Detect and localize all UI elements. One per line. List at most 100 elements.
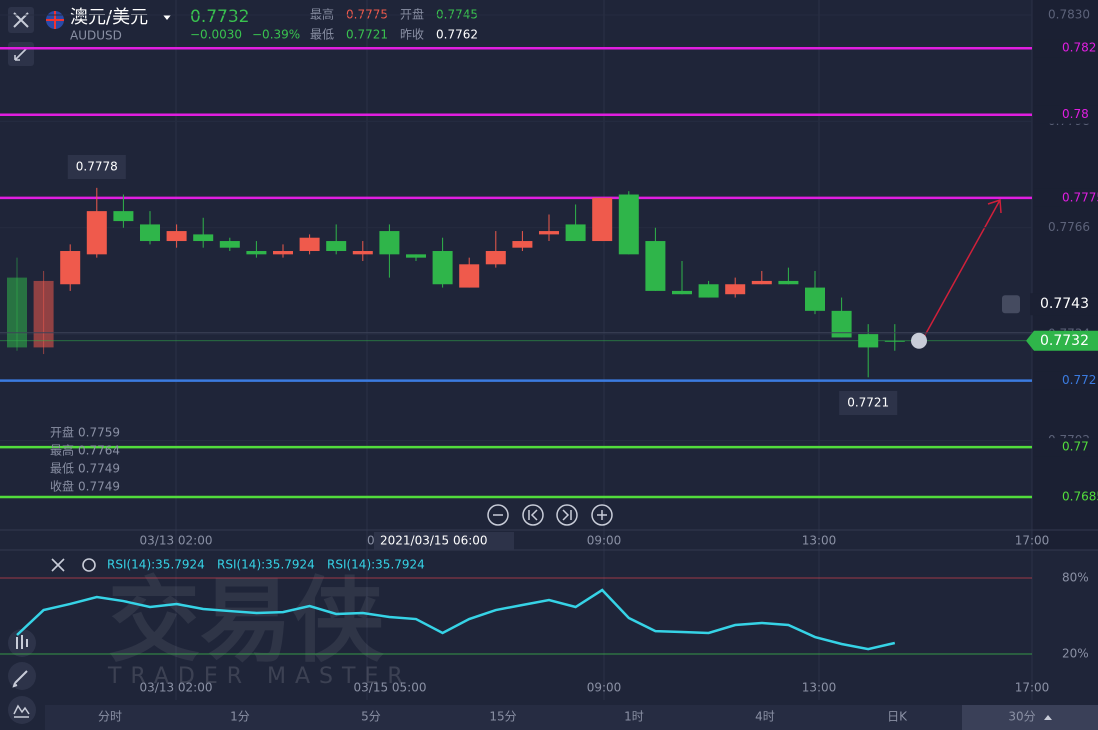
tab[interactable]: 分时 [98, 710, 122, 724]
rsi-close[interactable] [51, 558, 65, 572]
candle-body [113, 211, 134, 222]
low-tag: 0.7721 [847, 396, 889, 410]
crosshair-label: 最低 [50, 462, 74, 476]
tab[interactable]: 5分 [361, 710, 381, 724]
y-tick-label: 80% [1062, 571, 1089, 585]
candle-body [698, 284, 719, 298]
candle-body [86, 211, 107, 255]
crosshair-value: 0.7749 [78, 462, 120, 476]
step-forward[interactable] [556, 504, 578, 526]
level-label: 0.77 [1062, 440, 1089, 454]
candle-body [512, 241, 533, 248]
candle-body [485, 251, 506, 265]
tab-bar [45, 705, 1098, 730]
rsi-line [16, 588, 896, 651]
stat-label: 昨收 [400, 28, 424, 42]
candle-body [592, 197, 613, 242]
tab[interactable]: 15分 [489, 710, 516, 724]
tab-selected-bg [962, 705, 1098, 730]
candle-body [432, 251, 453, 285]
level-label: 0.7685 [1062, 490, 1098, 504]
watermark: 交易侠 [108, 567, 385, 674]
crosshair-value: 0.7749 [78, 480, 120, 494]
y-tick-label: 0.7830 [1048, 8, 1090, 22]
price: 0.7732 [190, 7, 249, 27]
alert-tag-bg [1030, 293, 1098, 316]
x-tick-label: 03/13 02:00 [140, 534, 213, 548]
candle-body [725, 284, 746, 295]
expand-icon [14, 47, 28, 61]
symbol-code: AUDUSD [70, 29, 122, 43]
candle-body [805, 287, 825, 311]
zoom-out[interactable] [487, 504, 509, 526]
candle-body [539, 231, 559, 235]
flag-cross [46, 11, 64, 29]
y-tick-label: 0.7766 [1048, 220, 1090, 234]
tab[interactable]: 日K [887, 710, 908, 724]
candle-body [299, 237, 320, 252]
candle-body [273, 251, 293, 255]
y-tick-label: 20% [1062, 647, 1089, 661]
crosshair-label: 收盘 [50, 479, 74, 494]
level-tag-bg [1034, 488, 1098, 506]
candle-body [193, 234, 214, 242]
alert-price: 0.7743 [1040, 296, 1089, 312]
candle-body [645, 241, 666, 291]
tab[interactable]: 1时 [624, 710, 644, 724]
candle-body [565, 224, 586, 242]
x-tick-label: 13:00 [802, 534, 837, 548]
candle-body [60, 251, 81, 285]
candle-body [7, 277, 27, 348]
symbol-name[interactable]: 澳元/美元 [70, 7, 148, 28]
candle-body [459, 264, 480, 288]
rsi-settings[interactable] [82, 558, 96, 572]
current-price: 0.7732 [1040, 333, 1089, 349]
candle-body [672, 290, 692, 295]
crosshair-time: 2021/03/15 06:00 [380, 534, 488, 548]
arrow-annotation [923, 198, 1002, 338]
level-label: 0.7775 [1062, 190, 1098, 204]
candle-body [751, 280, 772, 285]
x-tick-label: 09:00 [587, 681, 622, 695]
alert-bell [1002, 295, 1020, 314]
tab[interactable]: 1分 [230, 710, 250, 724]
candle-body [326, 241, 347, 252]
candle-body [166, 231, 187, 242]
info-dot [911, 332, 927, 349]
dropdown-icon[interactable] [163, 15, 171, 20]
step-back[interactable] [522, 504, 544, 526]
stat-label: 开盘 [400, 7, 424, 22]
zoom-in[interactable] [591, 504, 613, 526]
level-tag-bg [1034, 39, 1098, 58]
level-tag-bg [1034, 188, 1098, 207]
pencil-icon [12, 670, 28, 688]
level-label: 0.782 [1062, 41, 1096, 55]
watermark-sub: TRADER MASTER [107, 664, 412, 689]
candle-icon [16, 635, 28, 649]
x-tick-label: 09:00 [587, 534, 622, 548]
candle-body [406, 254, 426, 258]
level-label: 0.772 [1062, 373, 1096, 387]
low-tag-bg [839, 391, 898, 415]
indicator-tool[interactable] [8, 696, 36, 724]
crosshair-value: 0.7759 [78, 426, 120, 440]
legend: RSI(14):35.7924 [327, 558, 425, 572]
price-axis-bg [1032, 0, 1098, 550]
change-pct: −0.39% [252, 28, 300, 42]
stat-value: 0.7721 [346, 28, 388, 42]
candle-body [618, 194, 639, 255]
high-tag: 0.7778 [76, 160, 118, 174]
x-tick-label: 17:00 [1015, 534, 1050, 548]
tab[interactable]: 30分 [1008, 710, 1035, 724]
candle-body [778, 280, 799, 285]
tab[interactable]: 4时 [755, 710, 775, 724]
change: −0.0030 [190, 28, 242, 42]
stat-label: 最低 [310, 28, 334, 42]
candle-body [379, 231, 400, 255]
candle-body [884, 340, 905, 342]
x-tick-label: 03/13 02:00 [140, 681, 213, 695]
zoom-controls [487, 504, 613, 526]
candle-body [219, 241, 240, 248]
level-tag-bg [1034, 371, 1098, 390]
